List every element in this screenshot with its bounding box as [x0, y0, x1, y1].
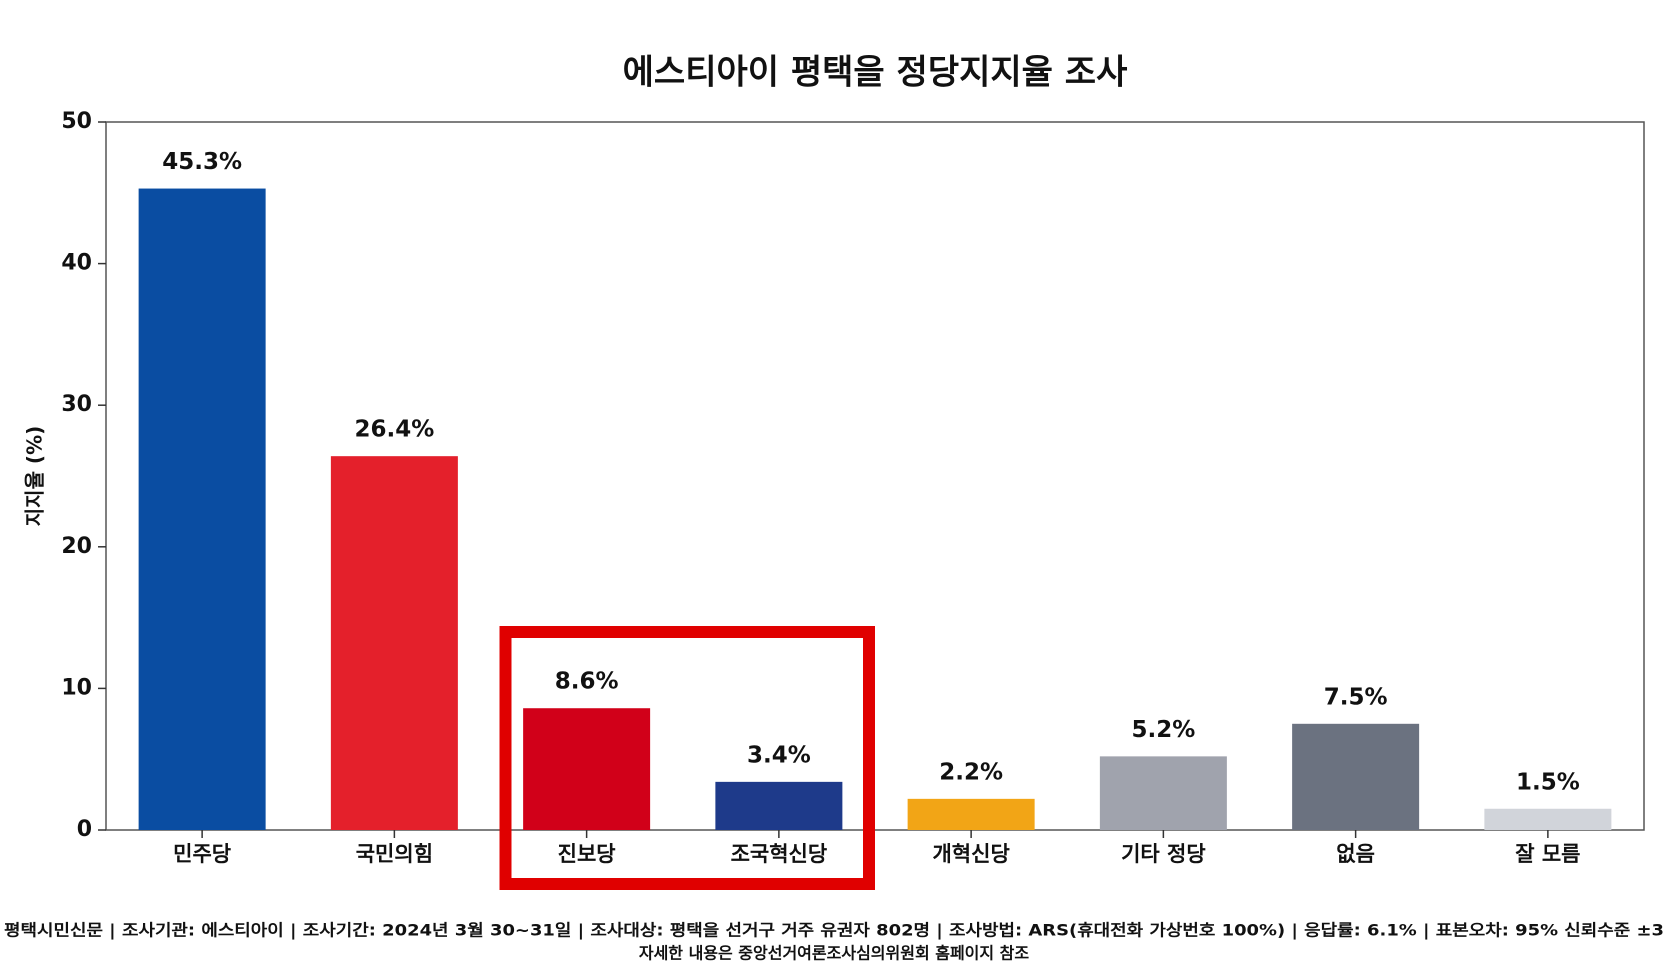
x-tick-label: 민주당: [173, 842, 231, 866]
value-label: 2.2%: [939, 759, 1003, 785]
x-tick-label: 국민의힘: [356, 842, 433, 866]
x-tick-label: 기타 정당: [1121, 842, 1206, 866]
value-label: 45.3%: [162, 149, 242, 175]
y-tick-label: 20: [61, 534, 92, 559]
value-label: 26.4%: [354, 417, 434, 443]
bar: [1099, 756, 1227, 830]
bar: [907, 798, 1035, 830]
bar: [1484, 808, 1612, 830]
footnote: 자세한 내용은 중앙선거여론조사심의위원회 홈페이지 참조: [639, 944, 1030, 963]
chart-title: 에스티아이 평택을 정당지지율 조사: [623, 53, 1128, 93]
value-label: 5.2%: [1131, 717, 1195, 743]
bar: [1292, 723, 1420, 830]
value-label: 3.4%: [747, 742, 811, 768]
x-tick-label: 없음: [1336, 842, 1375, 866]
bar: [715, 781, 843, 830]
bar: [138, 188, 266, 830]
y-tick-label: 50: [61, 109, 92, 134]
y-tick-label: 40: [61, 251, 92, 276]
value-label: 7.5%: [1324, 684, 1388, 710]
bar: [330, 456, 458, 830]
x-tick-label: 진보당: [558, 842, 616, 866]
footnote: 평택시민신문 | 조사기관: 에스티아이 | 조사기간: 2024년 3월 30…: [4, 921, 1664, 941]
highlight-box: [499, 626, 875, 890]
value-label: 8.6%: [555, 669, 619, 695]
y-tick-label: 0: [77, 817, 92, 842]
y-axis-label: 지지율 (%): [23, 426, 47, 526]
x-tick-label: 개혁신당: [932, 842, 1009, 866]
value-label: 1.5%: [1516, 769, 1580, 795]
x-tick-label: 잘 모름: [1515, 842, 1580, 866]
bar: [523, 708, 651, 830]
y-tick-label: 10: [61, 675, 92, 700]
y-tick-label: 30: [61, 392, 92, 417]
x-tick-label: 조국혁신당: [731, 842, 828, 866]
